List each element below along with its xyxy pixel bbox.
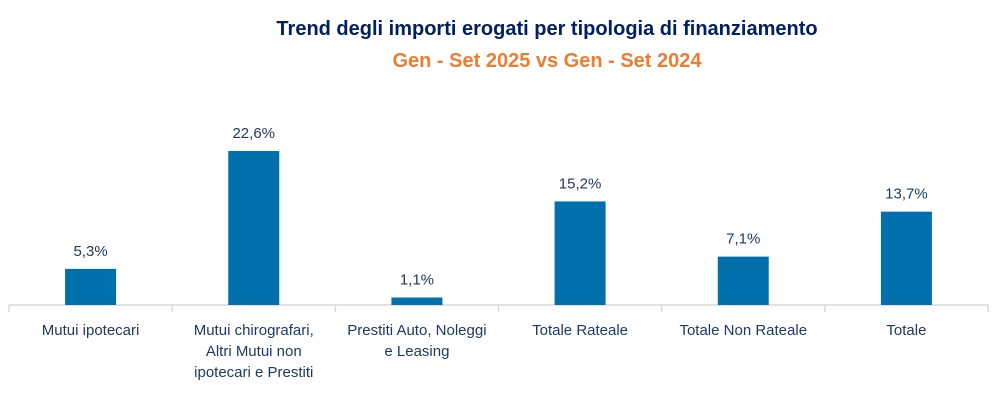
category-label: Prestiti Auto, Noleggi (347, 322, 486, 339)
bar (65, 268, 117, 305)
category-label: ipotecari e Prestiti (194, 364, 313, 381)
chart-subtitle: Gen - Set 2025 vs Gen - Set 2024 (392, 50, 702, 72)
category-label: Totale Rateale (532, 322, 628, 339)
category-label: e Leasing (384, 343, 449, 360)
bar (554, 201, 606, 305)
data-label: 15,2% (559, 175, 602, 192)
category-label: Mutui chirografari, (194, 322, 314, 339)
data-label: 13,7% (885, 186, 928, 203)
bar (228, 151, 280, 305)
chart-title: Trend degli importi erogati per tipologi… (276, 18, 817, 40)
category-label: Mutui ipotecari (42, 322, 140, 339)
bar (717, 256, 769, 305)
data-label: 7,1% (726, 231, 760, 248)
bar (391, 297, 443, 305)
data-label: 22,6% (232, 125, 275, 142)
category-label: Altri Mutui non (206, 343, 302, 360)
category-label: Totale Non Rateale (679, 322, 807, 339)
data-label: 1,1% (400, 272, 434, 289)
data-label: 5,3% (73, 243, 107, 260)
category-label: Totale (886, 322, 926, 339)
bar (880, 211, 932, 305)
